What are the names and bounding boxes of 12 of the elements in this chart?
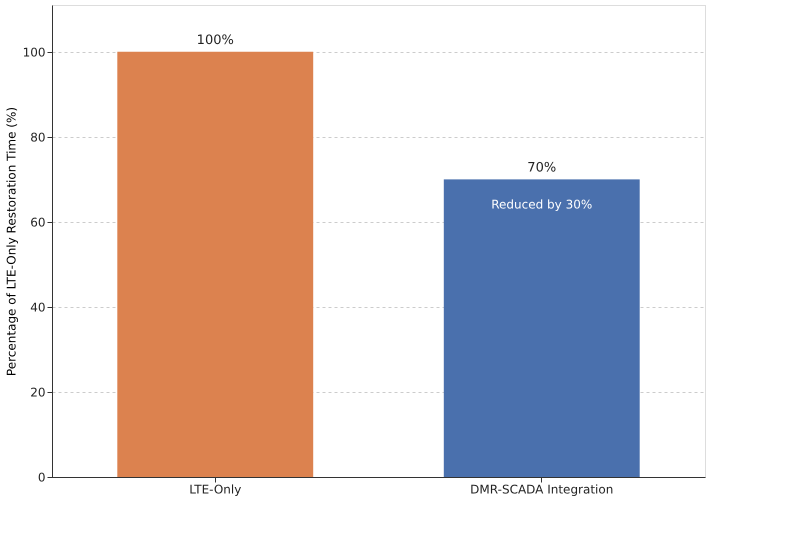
x-tick-label: LTE-Only bbox=[189, 482, 242, 496]
y-tick-label: 0 bbox=[38, 470, 46, 484]
data-label: 70% bbox=[527, 160, 556, 176]
data-label: 100% bbox=[196, 32, 234, 48]
y-tick-label: 80 bbox=[30, 130, 46, 144]
x-tick-label: DMR-SCADA Integration bbox=[470, 482, 614, 496]
y-axis-title: Percentage of LTE-Only Restoration Time (%) bbox=[4, 106, 19, 376]
y-tick-label: 20 bbox=[30, 385, 46, 400]
y-tick-label: 40 bbox=[30, 300, 46, 314]
y-tick-label: 100 bbox=[22, 45, 46, 60]
annotation: Reduced by 30% bbox=[491, 197, 592, 212]
y-tick-label: 60 bbox=[30, 215, 46, 230]
